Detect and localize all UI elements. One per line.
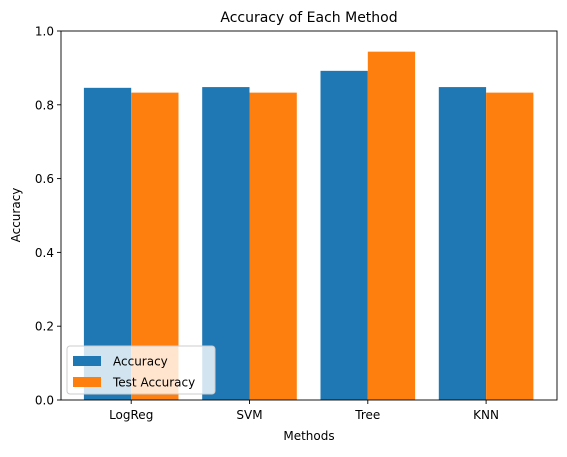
bar-test-accuracy-knn: [486, 92, 534, 401]
bar-accuracy-tree: [320, 70, 368, 400]
legend-swatch: [73, 377, 101, 387]
plot-frame: [60, 30, 558, 401]
y-axis-label: Accuracy: [9, 188, 23, 243]
x-axis-label: Methods: [283, 429, 334, 443]
legend-label: Test Accuracy: [112, 376, 195, 390]
y-tick-label: 0.2: [35, 320, 54, 334]
axes-layer: 0.0 0.2 0.4 0.6 0.8 1.0 LogReg SVM Tree KNN: [35, 25, 558, 422]
legend: Accuracy Test Accuracy: [66, 345, 216, 395]
x-tick-label: Tree: [354, 408, 380, 422]
bar-test-accuracy-tree: [367, 51, 416, 400]
y-tick-label: 0.6: [35, 172, 54, 186]
legend-box: [66, 345, 216, 395]
chart-title: Accuracy of Each Method: [220, 10, 397, 26]
legend-label: Accuracy: [113, 355, 168, 369]
bar-test-accuracy-svm: [249, 92, 297, 401]
legend-swatch: [73, 356, 101, 366]
y-tick-label: 0.8: [35, 98, 54, 112]
bar-accuracy-knn: [438, 87, 487, 400]
y-tick-label: 1.0: [35, 25, 54, 39]
x-tick-label: KNN: [473, 408, 499, 422]
x-tick-label: LogReg: [109, 408, 153, 422]
y-tick-label: 0.0: [35, 394, 54, 408]
y-tick-label: 0.4: [35, 246, 54, 260]
x-tick-label: SVM: [236, 408, 262, 422]
